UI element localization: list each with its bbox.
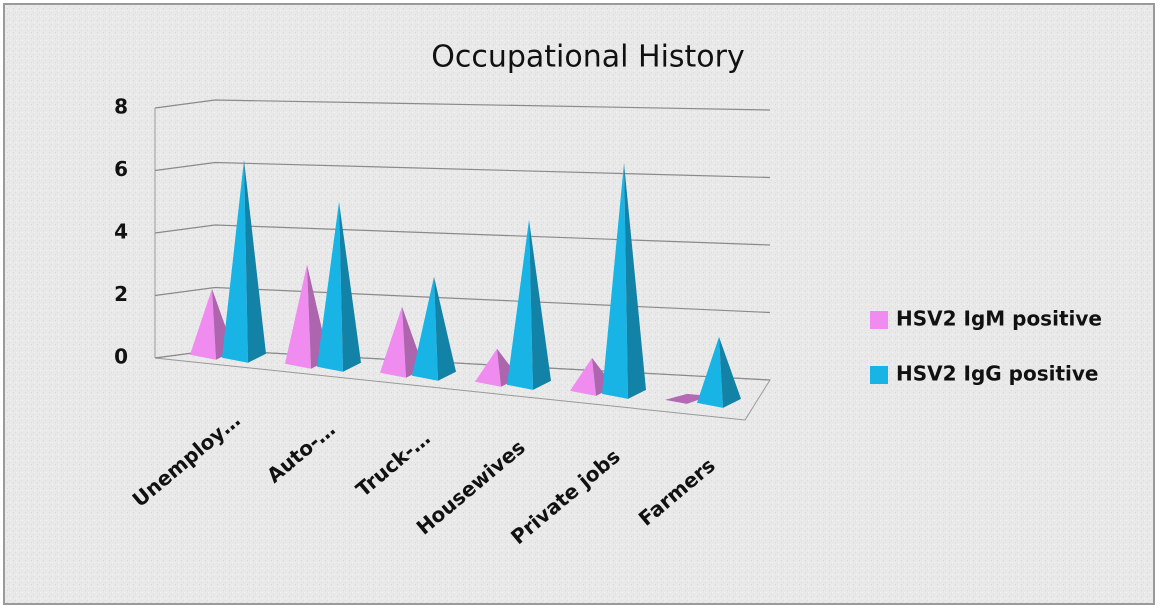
grid-line — [154, 286, 771, 314]
pyramid — [665, 393, 709, 404]
pyramid-side — [624, 162, 646, 399]
pyramid — [507, 219, 551, 390]
pyramid-side — [339, 201, 361, 372]
pyramid-front — [317, 201, 343, 372]
chart-title: Occupational History — [431, 40, 745, 75]
pyramid-front — [190, 288, 216, 360]
y-tick-label: 0 — [114, 345, 128, 369]
y-tick-label: 8 — [114, 95, 128, 119]
pyramid-front — [222, 159, 248, 363]
pyramid-front — [570, 357, 596, 396]
grid-line — [154, 161, 771, 179]
y-tick-label: 6 — [114, 157, 128, 181]
pyramid-front — [380, 306, 406, 378]
pyramid-front — [602, 162, 628, 399]
grid-line — [154, 99, 771, 111]
pyramid-side — [529, 219, 551, 390]
y-tick-label: 2 — [114, 282, 128, 306]
legend-swatch — [870, 311, 888, 329]
pyramid — [317, 201, 361, 372]
pyramid-side — [244, 159, 266, 363]
pyramid — [697, 336, 741, 408]
pyramid-side — [434, 276, 456, 381]
pyramid — [602, 162, 646, 399]
pyramid — [412, 276, 456, 381]
pyramid-front — [507, 219, 533, 390]
pyramid-front — [475, 348, 501, 387]
pyramid-front — [697, 336, 723, 408]
pyramid-side — [719, 336, 741, 408]
pyramid-front — [285, 264, 311, 369]
pyramid-front — [412, 276, 438, 381]
grid-line — [154, 224, 771, 246]
legend-swatch — [870, 366, 888, 384]
pyramid — [222, 159, 266, 363]
pyramid-base — [665, 393, 709, 404]
y-tick-label: 4 — [114, 220, 128, 244]
legend-label: HSV2 IgG positive — [896, 362, 1098, 386]
legend-label: HSV2 IgM positive — [896, 307, 1102, 331]
